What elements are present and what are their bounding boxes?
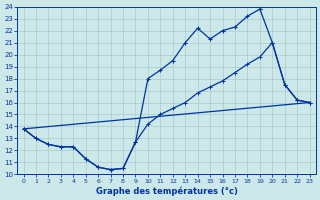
X-axis label: Graphe des températures (°c): Graphe des températures (°c): [96, 186, 237, 196]
